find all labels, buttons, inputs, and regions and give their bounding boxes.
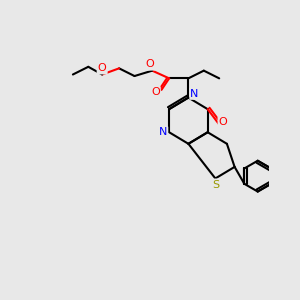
Text: O: O [146, 59, 154, 70]
Text: O: O [219, 117, 227, 127]
Text: S: S [212, 180, 219, 190]
Text: N: N [159, 127, 167, 137]
Text: O: O [98, 63, 106, 73]
Text: N: N [190, 89, 199, 99]
Text: O: O [151, 87, 160, 97]
